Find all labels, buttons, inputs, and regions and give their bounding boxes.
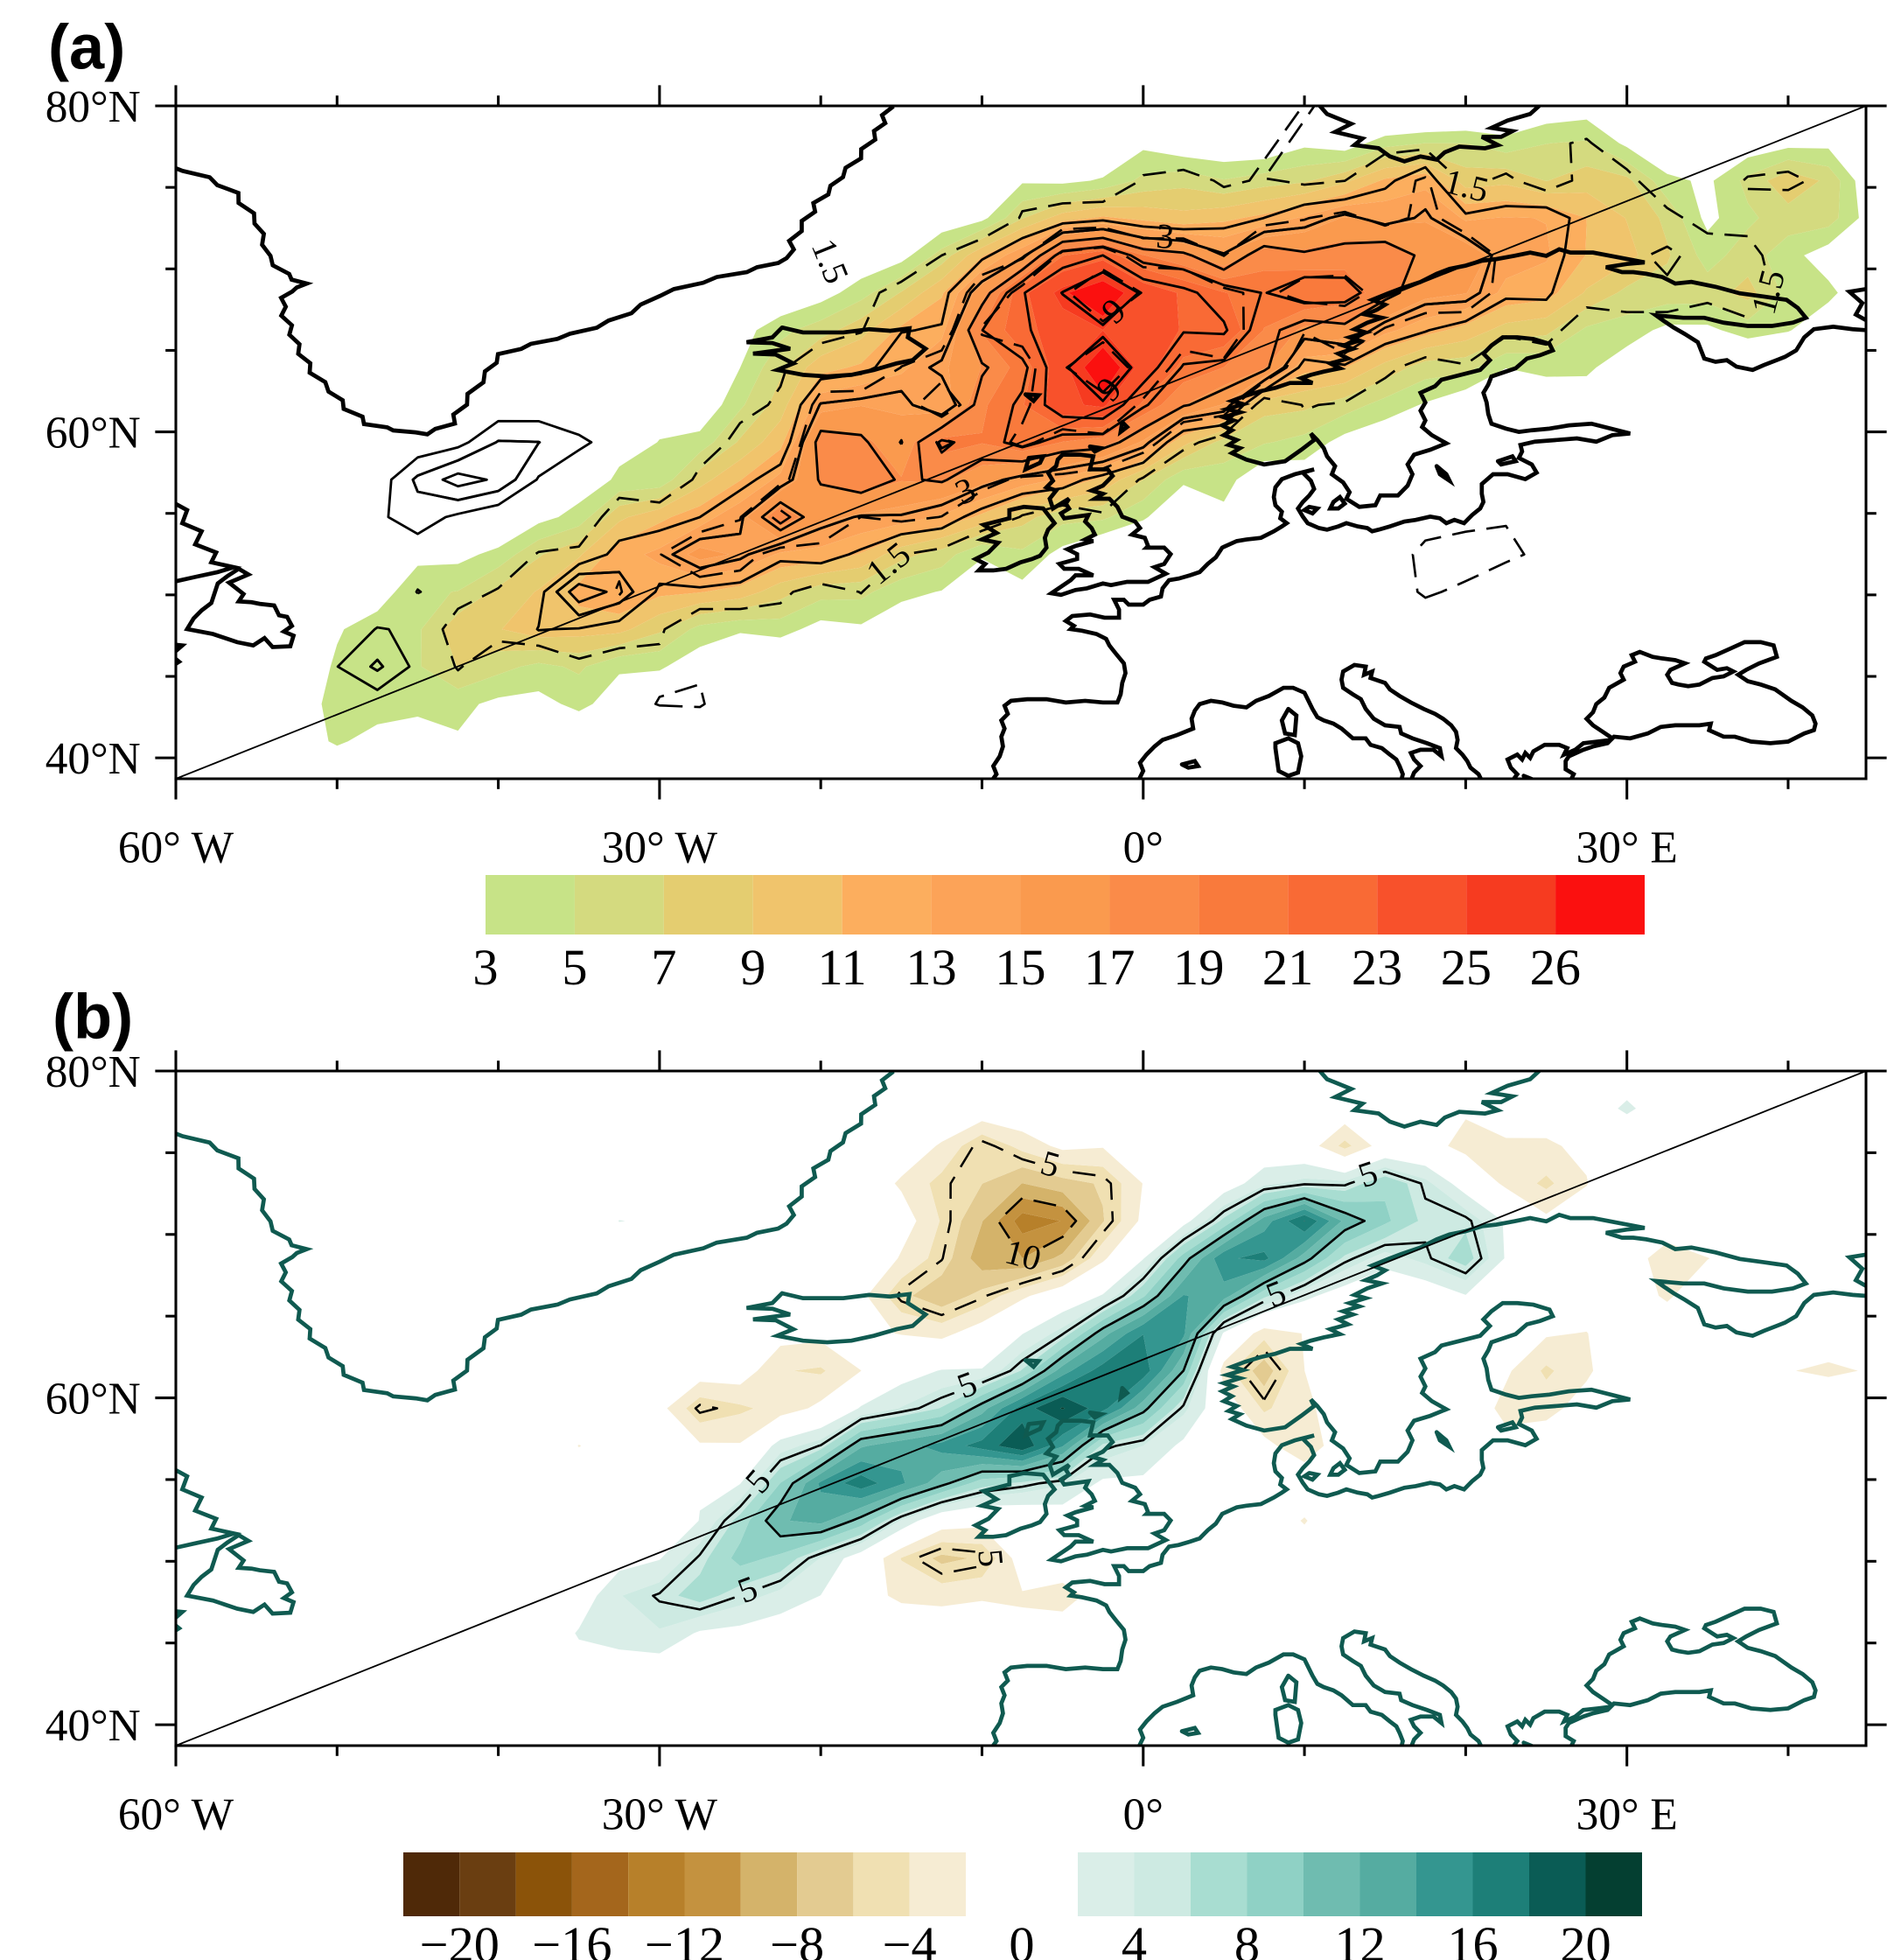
svg-text:5: 5 [970, 1547, 1011, 1568]
svg-text:30° W: 30° W [602, 1789, 718, 1839]
svg-text:30° E: 30° E [1576, 822, 1678, 872]
svg-text:−20: −20 [420, 1916, 500, 1960]
svg-text:−8: −8 [770, 1916, 824, 1960]
svg-text:60° W: 60° W [118, 1789, 234, 1839]
svg-text:30° E: 30° E [1576, 1789, 1678, 1839]
svg-text:5: 5 [562, 939, 587, 996]
svg-text:40°N: 40°N [45, 1701, 141, 1751]
svg-text:60° W: 60° W [118, 822, 234, 872]
svg-text:21: 21 [1262, 939, 1313, 996]
svg-text:30° W: 30° W [602, 822, 718, 872]
svg-text:11: 11 [818, 939, 867, 996]
svg-text:(a): (a) [48, 13, 125, 83]
svg-text:40°N: 40°N [45, 734, 141, 784]
svg-text:(b): (b) [52, 983, 133, 1053]
svg-text:15: 15 [995, 939, 1045, 996]
svg-text:17: 17 [1084, 939, 1135, 996]
svg-text:3: 3 [1155, 216, 1176, 256]
svg-text:60°N: 60°N [45, 1374, 141, 1424]
svg-text:23: 23 [1352, 939, 1402, 996]
svg-text:12: 12 [1334, 1916, 1385, 1960]
svg-text:3: 3 [472, 939, 498, 996]
svg-text:8: 8 [1234, 1916, 1260, 1960]
svg-text:−4: −4 [883, 1916, 937, 1960]
svg-text:20: 20 [1560, 1916, 1611, 1960]
svg-text:19: 19 [1173, 939, 1224, 996]
svg-text:60°N: 60°N [45, 408, 141, 458]
svg-text:80°N: 80°N [45, 1047, 141, 1097]
svg-text:−16: −16 [532, 1916, 612, 1960]
svg-text:0: 0 [1009, 1916, 1034, 1960]
svg-text:0°: 0° [1123, 822, 1164, 872]
svg-text:−12: −12 [645, 1916, 724, 1960]
svg-text:13: 13 [905, 939, 956, 996]
svg-text:7: 7 [651, 939, 676, 996]
svg-text:9: 9 [740, 939, 765, 996]
svg-text:80°N: 80°N [45, 82, 141, 132]
svg-text:26: 26 [1530, 939, 1581, 996]
svg-text:0°: 0° [1123, 1789, 1164, 1839]
svg-text:16: 16 [1447, 1916, 1498, 1960]
svg-text:4: 4 [1122, 1916, 1147, 1960]
svg-text:25: 25 [1441, 939, 1492, 996]
